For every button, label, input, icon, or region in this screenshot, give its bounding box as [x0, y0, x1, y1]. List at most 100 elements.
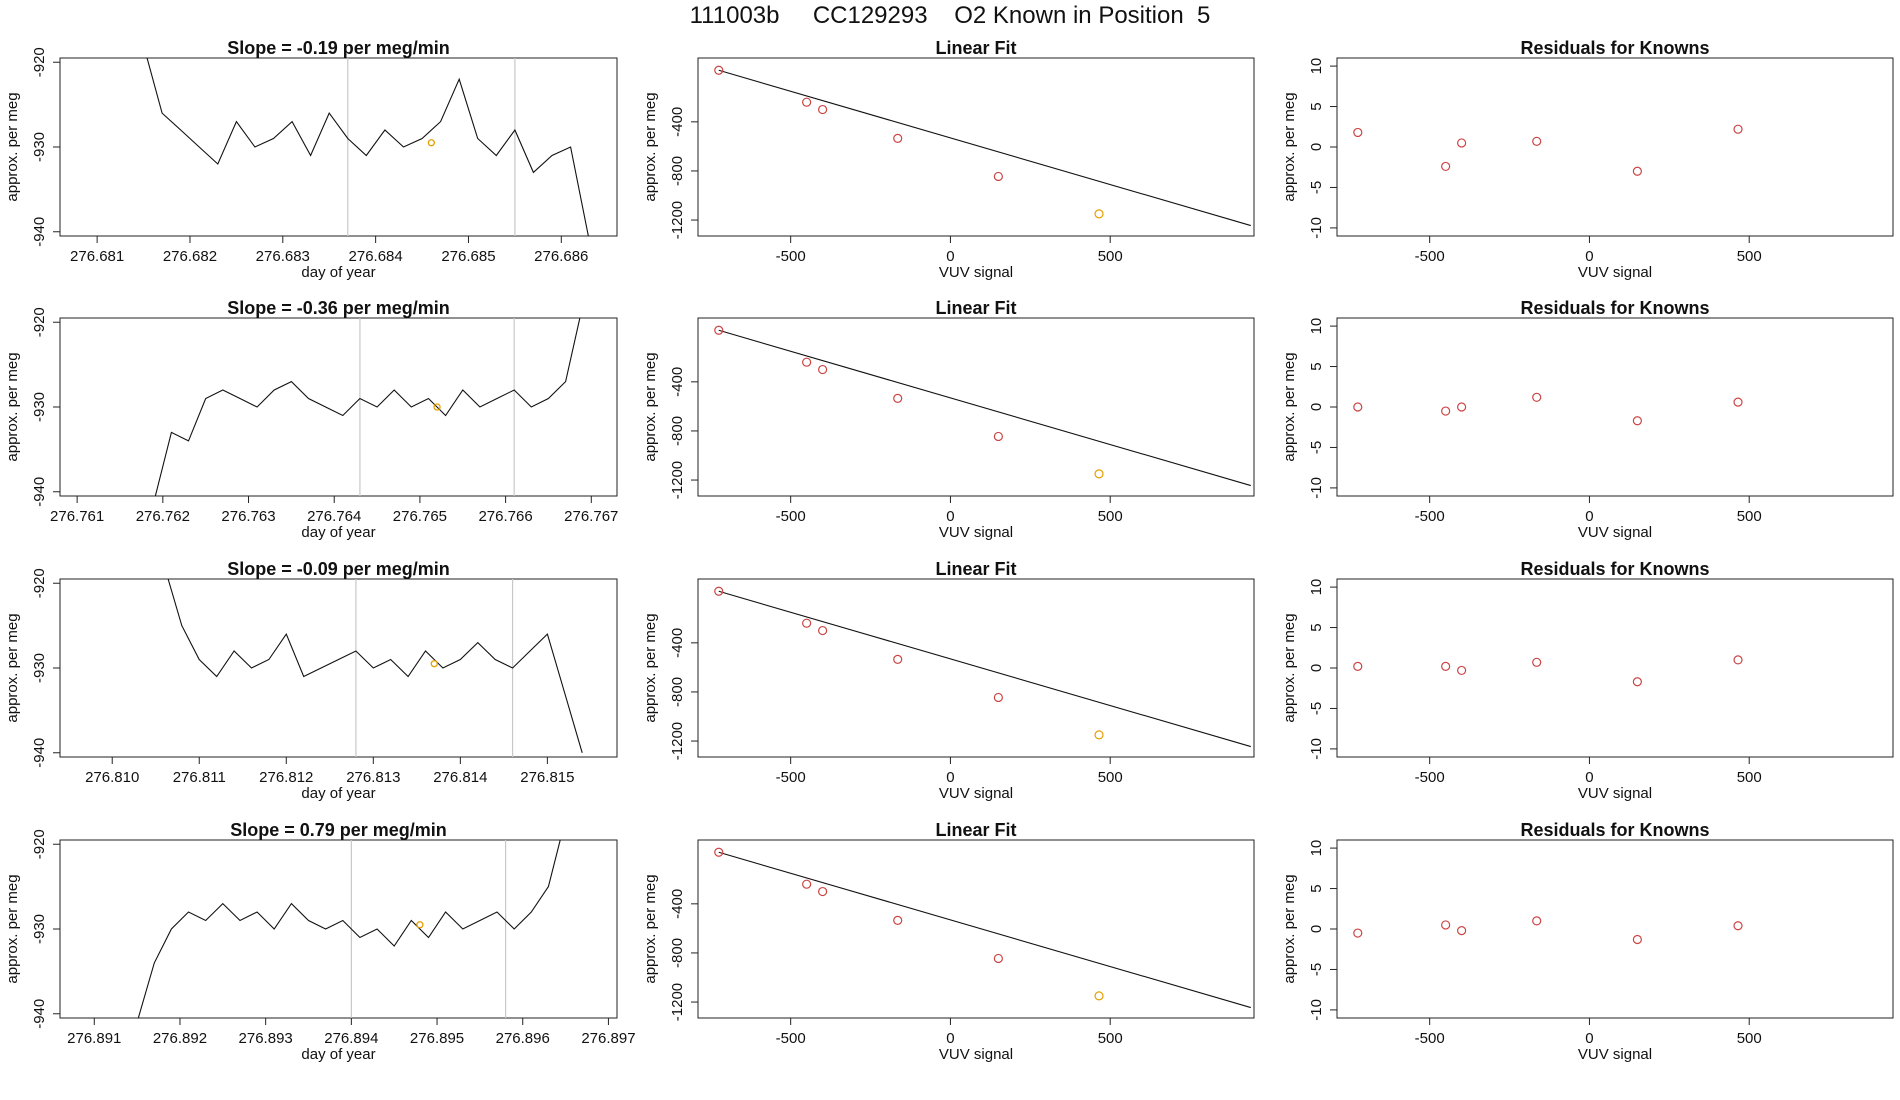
fit3-xtick-label-1: 0 — [946, 769, 954, 786]
fit4-point-4 — [993, 953, 1003, 964]
fit1-xtick-label-1: 0 — [946, 248, 954, 265]
resid3-point-3 — [1532, 657, 1542, 667]
resid3-xtick-label-1: 0 — [1585, 769, 1593, 786]
resid4-point-2 — [1457, 926, 1467, 936]
ts3-ylabel: approx. per meg — [4, 613, 21, 722]
ts2-frame — [59, 317, 618, 497]
ts1-series-line — [146, 58, 589, 236]
resid3-xtick-label-2: 500 — [1737, 769, 1762, 786]
resid4-xtick-label-0: -500 — [1415, 1030, 1445, 1047]
resid-panel-3: Residuals for Knowns -500 0 500 -10 -5 0 5 10 VUV… — [1281, 559, 1894, 802]
ts2-xtick-label-1: 276.762 — [136, 508, 190, 525]
ts2-series-line — [154, 318, 581, 496]
resid4-xtick-label-1: 0 — [1585, 1030, 1593, 1047]
fit3-point-0 — [714, 586, 724, 596]
resid4-ytick-label-0: -10 — [1308, 999, 1325, 1021]
fit1-title: Linear Fit — [935, 38, 1016, 58]
resid-panel-4: Residuals for Knowns -500 0 500 -10 -5 0 5 10 VUV… — [1281, 820, 1894, 1063]
ts1-ytick-label-2: -920 — [31, 47, 48, 77]
resid3-frame — [1336, 578, 1894, 758]
fit4-xtick-label-0: -500 — [776, 1030, 806, 1047]
resid1-point-5 — [1733, 124, 1743, 134]
fit4-ytick-label-2: -400 — [669, 889, 686, 919]
fit4-ylabel: approx. per meg — [642, 874, 659, 983]
ts1-xtick-label-3: 276.684 — [349, 248, 403, 265]
ts1-xtick-label-5: 276.686 — [534, 248, 588, 265]
fit2-ytick-label-2: -400 — [669, 367, 686, 397]
ts4-frame — [59, 839, 618, 1019]
resid2-ytick-label-2: 0 — [1308, 403, 1325, 411]
ts1-xtick-label-2: 276.683 — [256, 248, 310, 265]
fit1-point-3 — [893, 133, 903, 144]
fit4-point-2 — [818, 886, 828, 897]
ts2-xtick-label-0: 276.761 — [50, 508, 104, 525]
ts4-title: Slope = 0.79 per meg/min — [230, 820, 447, 840]
resid1-ytick-label-2: 0 — [1308, 143, 1325, 151]
resid4-point-1 — [1441, 920, 1451, 930]
fit3-xlabel: VUV signal — [939, 785, 1013, 802]
fit1-xtick-label-0: -500 — [776, 248, 806, 265]
ts3-xtick-label-4: 276.814 — [433, 769, 487, 786]
ts2-ytick-label-2: -920 — [31, 307, 48, 337]
resid2-point-2 — [1457, 402, 1467, 412]
fit3-ytick-label-0: -1200 — [669, 722, 686, 760]
ts3-xtick-label-1: 276.811 — [173, 769, 226, 786]
fit1-ytick-label-1: -800 — [669, 156, 686, 186]
ts1-xtick-label-0: 276.681 — [70, 248, 124, 265]
fit1-point-0 — [714, 65, 724, 75]
resid2-point-4 — [1632, 416, 1642, 426]
resid3-ytick-label-2: 0 — [1308, 664, 1325, 672]
fit4-point-5 — [1094, 991, 1104, 1001]
fit4-ytick-label-0: -1200 — [669, 983, 686, 1021]
resid2-point-5 — [1733, 397, 1743, 407]
fit4-regression-line — [718, 851, 1251, 1009]
resid2-frame — [1336, 317, 1894, 497]
fit3-title: Linear Fit — [935, 559, 1016, 579]
resid2-ylabel: approx. per meg — [1281, 352, 1298, 461]
resid1-ylabel: approx. per meg — [1281, 92, 1298, 201]
resid2-ytick-label-4: 10 — [1308, 318, 1325, 335]
resid2-title: Residuals for Knowns — [1520, 298, 1709, 318]
ts1-frame — [59, 57, 618, 237]
fit2-point-5 — [1094, 469, 1104, 479]
ts3-xtick-label-5: 276.815 — [520, 769, 574, 786]
ts4-highlight-point — [416, 921, 424, 929]
ts1-ylabel: approx. per meg — [4, 92, 21, 201]
resid1-xtick-label-1: 0 — [1585, 248, 1593, 265]
resid3-xlabel: VUV signal — [1578, 785, 1652, 802]
ts4-xtick-label-2: 276.893 — [239, 1030, 293, 1047]
fit2-point-2 — [818, 364, 828, 375]
fit2-title: Linear Fit — [935, 298, 1016, 318]
resid2-xtick-label-0: -500 — [1415, 508, 1445, 525]
ts2-title: Slope = -0.36 per meg/min — [227, 298, 450, 318]
resid2-point-3 — [1532, 392, 1542, 402]
fit2-xtick-label-0: -500 — [776, 508, 806, 525]
resid1-xtick-label-0: -500 — [1415, 248, 1445, 265]
resid4-xlabel: VUV signal — [1578, 1046, 1652, 1063]
ts2-xtick-label-4: 276.765 — [393, 508, 447, 525]
ts2-xtick-label-3: 276.764 — [307, 508, 361, 525]
resid4-ytick-label-1: -5 — [1308, 963, 1325, 976]
fit3-point-3 — [893, 654, 903, 665]
resid3-ytick-label-3: 5 — [1308, 623, 1325, 631]
resid4-ylabel: approx. per meg — [1281, 874, 1298, 983]
ts-panel-1: Slope = -0.19 per meg/min 276.681 276.682 2… — [4, 38, 618, 281]
resid3-point-2 — [1457, 665, 1467, 676]
ts2-xtick-label-2: 276.763 — [221, 508, 275, 525]
resid3-point-0 — [1353, 661, 1363, 671]
ts3-ytick-label-2: -920 — [31, 568, 48, 598]
fit2-xtick-label-1: 0 — [946, 508, 954, 525]
resid1-xtick-label-2: 500 — [1737, 248, 1762, 265]
resid3-point-1 — [1441, 661, 1451, 671]
fit2-ylabel: approx. per meg — [642, 352, 659, 461]
resid2-xtick-label-1: 0 — [1585, 508, 1593, 525]
ts3-title: Slope = -0.09 per meg/min — [227, 559, 450, 579]
fit1-ytick-label-0: -1200 — [669, 201, 686, 239]
fit3-point-1 — [802, 618, 812, 628]
fit3-ytick-label-1: -800 — [669, 677, 686, 707]
ts-panel-4: Slope = 0.79 per meg/min 276.891 276.892 27… — [4, 820, 636, 1063]
resid1-point-0 — [1353, 127, 1363, 138]
ts2-ytick-label-0: -940 — [31, 477, 48, 507]
fit4-xlabel: VUV signal — [939, 1046, 1013, 1063]
